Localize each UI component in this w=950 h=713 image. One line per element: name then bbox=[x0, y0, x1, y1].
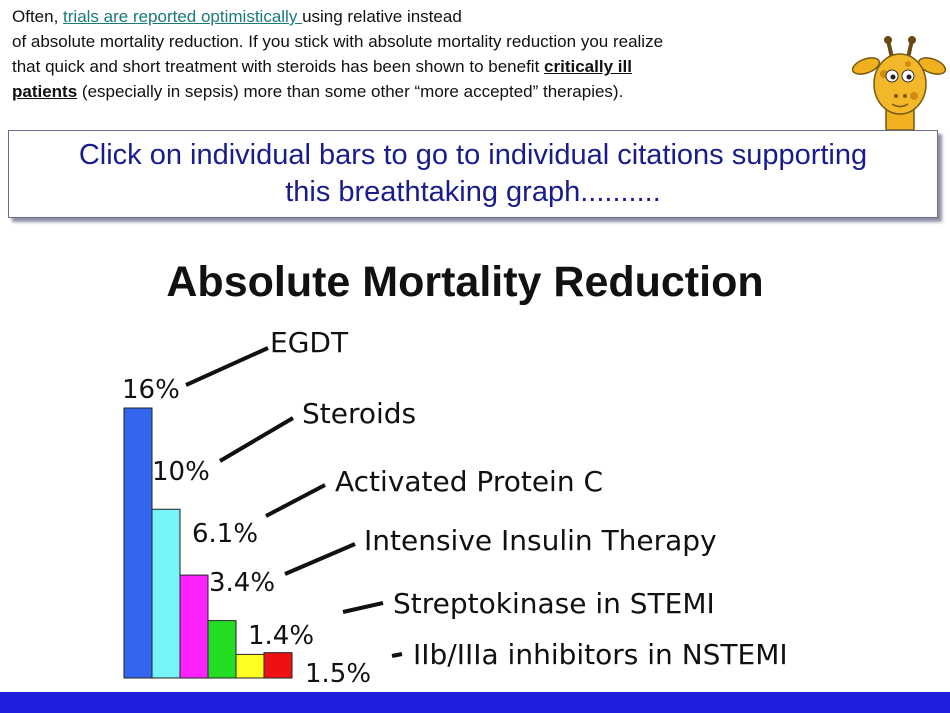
intro-text-segment: that quick and short treatment with ster… bbox=[12, 57, 545, 76]
leader-line bbox=[218, 416, 295, 463]
intro-text-segment: Often, bbox=[12, 7, 64, 26]
instruction-line-2: this breathtaking graph.......... bbox=[285, 176, 661, 208]
intro-text-segment: using relative instead bbox=[302, 7, 462, 26]
bar-intensive-insulin-therapy[interactable] bbox=[207, 620, 237, 679]
category-label: Activated Protein C bbox=[335, 465, 603, 498]
instruction-text: Click on individual bars to go to indivi… bbox=[79, 137, 867, 211]
category-label: EGDT bbox=[270, 326, 349, 359]
intro-line-3: that quick and short treatment with ster… bbox=[12, 54, 852, 79]
value-label: 6.1% bbox=[192, 519, 258, 549]
intro-line-2: of absolute mortality reduction. If you … bbox=[12, 32, 664, 51]
leader-line bbox=[391, 652, 403, 658]
leader-line bbox=[342, 601, 384, 614]
trials-reported-optimistically-link[interactable]: trials are reported optimistically bbox=[63, 7, 303, 26]
bar-iib-iiia-inhibitors-in-nstemi[interactable] bbox=[263, 652, 293, 679]
chart-title: Absolute Mortality Reduction bbox=[166, 258, 764, 306]
bar-steroids[interactable] bbox=[151, 508, 181, 679]
bar-streptokinase-in-stemi[interactable] bbox=[235, 653, 265, 679]
category-label: Streptokinase in STEMI bbox=[393, 587, 715, 620]
leader-line bbox=[185, 346, 269, 387]
value-label: 10% bbox=[152, 457, 210, 487]
instruction-callout: Click on individual bars to go to indivi… bbox=[8, 130, 938, 218]
intro-text-segment: (especially in sepsis) more than some ot… bbox=[77, 82, 624, 101]
leader-line bbox=[284, 542, 356, 576]
category-label: IIb/IIIa inhibitors in NSTEMI bbox=[413, 638, 788, 671]
patients-emphasis: patients bbox=[12, 82, 78, 101]
giraffe-icon bbox=[851, 36, 947, 130]
value-label: 1.4% bbox=[248, 621, 314, 651]
bar-activated-protein-c[interactable] bbox=[179, 574, 209, 679]
bar-egdt[interactable] bbox=[123, 407, 153, 679]
category-label: Steroids bbox=[302, 397, 416, 430]
value-label: 1.5% bbox=[305, 659, 371, 689]
category-label: Intensive Insulin Therapy bbox=[364, 524, 717, 557]
value-label: 3.4% bbox=[209, 568, 275, 598]
value-label: 16% bbox=[122, 375, 180, 405]
critically-ill-emphasis: critically ill bbox=[544, 57, 632, 76]
intro-text: Often, trials are reported optimisticall… bbox=[12, 4, 852, 104]
instruction-line-1: Click on individual bars to go to indivi… bbox=[78, 139, 868, 171]
leader-line bbox=[265, 483, 326, 518]
intro-line-4: patients (especially in sepsis) more tha… bbox=[12, 79, 852, 104]
bottom-color-bar bbox=[0, 692, 950, 713]
intro-line-1: Often, trials are reported optimisticall… bbox=[12, 4, 852, 29]
